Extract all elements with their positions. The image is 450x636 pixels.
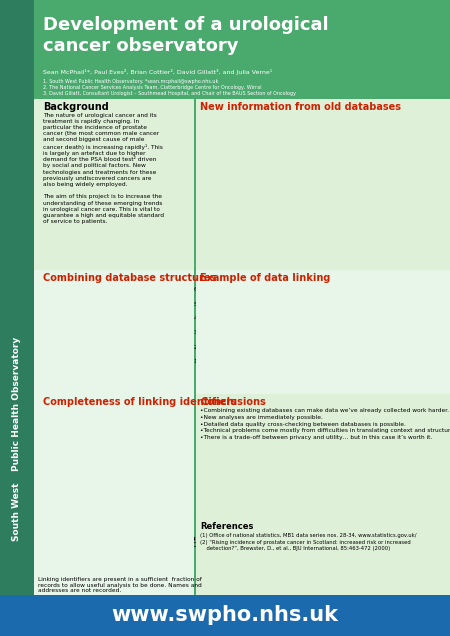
HES xyxy=(191,432,196,439)
Text: Not known: Not known xyxy=(301,343,330,348)
Text: Combining database structures: Combining database structures xyxy=(43,273,216,284)
HES xyxy=(105,457,110,465)
Text: Development of a urological
cancer observatory: Development of a urological cancer obser… xyxy=(43,16,328,55)
Text: New information from old databases: New information from old databases xyxy=(200,102,401,112)
Text: Linking identifiers are present in a sufficient  fraction of
records to allow us: Linking identifiers are present in a suf… xyxy=(38,577,202,593)
HES xyxy=(40,423,45,431)
HES xyxy=(169,423,175,431)
Text: Conclusions: Conclusions xyxy=(200,397,266,407)
HES xyxy=(62,423,67,431)
BAUS xyxy=(62,423,67,431)
Text: •Combining existing databases can make data we’ve already collected work harder.: •Combining existing databases can make d… xyxy=(200,408,450,439)
BAUS xyxy=(169,429,175,437)
Text: The nature of urological cancer and its
treatment is rapidly changing. In
partic: The nature of urological cancer and its … xyxy=(43,113,164,225)
Text: Background: Background xyxy=(43,102,108,112)
Line: BAUS: BAUS xyxy=(43,427,193,462)
Text: Example of data linking: Example of data linking xyxy=(200,273,331,284)
BAUS xyxy=(191,432,196,439)
Registry xyxy=(40,423,45,431)
Text: 9: 9 xyxy=(421,303,424,308)
BAUS xyxy=(83,459,89,466)
Registry xyxy=(105,423,110,431)
Text: 7: 7 xyxy=(421,326,424,331)
HES xyxy=(83,457,89,465)
HES xyxy=(126,439,131,447)
Registry xyxy=(148,425,153,432)
Text: (1) Office of national statistics, MB1 data series nos. 28-34, www.statistics.go: (1) Office of national statistics, MB1 d… xyxy=(200,533,417,551)
Text: 5: 5 xyxy=(421,364,424,369)
Text: www.swpho.nhs.uk: www.swpho.nhs.uk xyxy=(112,605,338,625)
BAUS xyxy=(126,439,131,447)
Text: Sean McPhail¹*, Paul Eves², Brian Cottier², David Gillatt³, and Julia Verne¹: Sean McPhail¹*, Paul Eves², Brian Cottie… xyxy=(43,69,272,74)
Line: HES: HES xyxy=(43,427,193,461)
Registry xyxy=(126,425,131,432)
Registry xyxy=(191,423,196,431)
Text: 8: 8 xyxy=(421,312,424,317)
BAUS xyxy=(105,457,110,465)
Text: 6: 6 xyxy=(421,343,424,348)
Legend: Registry, BAUS, HES: Registry, BAUS, HES xyxy=(142,511,190,534)
Title: New Prostate cancer cases in SW region by Gleason score: New Prostate cancer cases in SW region b… xyxy=(235,282,418,287)
BAUS xyxy=(40,423,45,431)
Text: Completeness of linking identifiers: Completeness of linking identifiers xyxy=(43,397,237,407)
HES xyxy=(148,444,153,452)
Text: Public Health Observatory: Public Health Observatory xyxy=(12,336,22,471)
Registry xyxy=(62,423,67,431)
Text: South West: South West xyxy=(12,483,22,541)
Line: Registry: Registry xyxy=(43,427,193,429)
Registry xyxy=(83,423,89,431)
Registry xyxy=(169,423,175,431)
BAUS xyxy=(148,444,153,452)
Text: References: References xyxy=(200,522,254,530)
Text: 1. South West Public Health Observatory. *sean.mcphail@swpho.nhs.uk
2. The Natio: 1. South West Public Health Observatory.… xyxy=(43,80,296,96)
